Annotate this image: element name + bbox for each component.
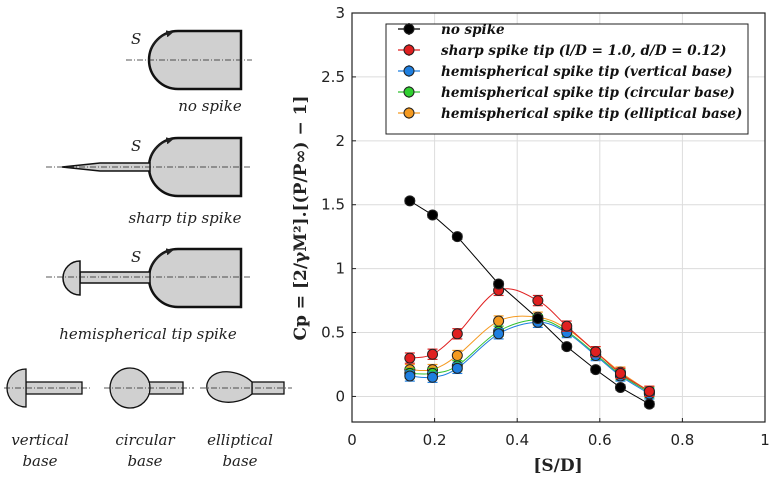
legend-label: hemispherical spike tip (circular base): [441, 85, 735, 101]
series-curve: [409, 288, 650, 392]
data-point: [427, 209, 439, 221]
data-point: [493, 315, 505, 327]
fit-curves: [409, 200, 650, 405]
schematic-hemi-spike: S hemispherical tip spike: [46, 247, 252, 343]
y-tick-label: 0.5: [321, 324, 345, 342]
legend-label: no spike: [441, 22, 505, 38]
y-tick-label: 1.5: [321, 196, 345, 214]
y-tick-label: 1: [335, 260, 345, 278]
y-tick-label: 0: [335, 387, 345, 405]
plot-frame: [351, 12, 766, 423]
data-point: [404, 352, 416, 364]
legend: no spike sharp spike tip (l/D = 1.0, d/D …: [385, 22, 749, 135]
data-points: [404, 195, 655, 410]
x-tick-label: 0.2: [423, 431, 447, 449]
data-point: [404, 195, 416, 207]
caption-elliptical-base: base: [222, 452, 257, 470]
x-tick-label: 0.8: [670, 431, 694, 449]
y-tick-label: 3: [335, 4, 345, 22]
arc-arrow: [149, 30, 174, 51]
blunt-body-shape: [147, 247, 243, 309]
arc-arrow: [149, 137, 174, 158]
caption-elliptical: elliptical: [207, 431, 273, 449]
legend-box: [385, 23, 749, 135]
data-point: [451, 362, 463, 374]
data-point: [590, 364, 602, 376]
s-label: S: [131, 137, 141, 155]
caption-vertical: vertical: [11, 431, 69, 449]
data-point: [427, 348, 439, 360]
schematic-circular-base: circular base: [104, 367, 194, 470]
caption-circular: circular: [115, 431, 175, 449]
y-tick-label: 2: [335, 132, 345, 150]
schematic-no-spike: S no spike: [126, 29, 252, 115]
caption-vertical-base: base: [22, 452, 57, 470]
schematic-sharp-spike: S sharp tip spike: [46, 136, 252, 227]
data-point: [451, 231, 463, 243]
legend-swatch-marker: [403, 107, 415, 119]
data-point: [643, 385, 655, 397]
data-point: [614, 367, 626, 379]
y-tick-label: 2.5: [321, 68, 345, 86]
s-label: S: [131, 248, 141, 266]
data-point: [614, 381, 626, 393]
data-point: [404, 370, 416, 382]
caption-circular-base: base: [127, 452, 162, 470]
caption-hemi-spike: hemispherical tip spike: [59, 325, 237, 343]
spike-rod: [79, 271, 151, 284]
series-curve: [409, 319, 650, 394]
y-tick-labels: 0 0.5 1 1.5 2 2.5 3: [321, 4, 356, 405]
legend-label: hemispherical spike tip (elliptical base…: [441, 106, 742, 122]
hemispherical-tip: [62, 260, 81, 296]
data-point: [532, 295, 544, 307]
legend-swatch-marker: [403, 65, 415, 77]
x-tick-label: 1: [760, 431, 770, 449]
series-curve: [409, 315, 650, 392]
data-point: [561, 320, 573, 332]
series-curve: [409, 321, 650, 395]
legend-swatch-marker: [403, 44, 415, 56]
schematic-elliptical-base: elliptical base: [200, 371, 292, 470]
cp-chart: 0 0.2 0.4 0.6 0.8 1 0 0.5 1 1.5 2 2.5 3 [S/D] Cp = …: [291, 4, 770, 476]
caption-sharp-spike: sharp tip spike: [128, 209, 241, 227]
y-axis-label: Cp = [2/γM²].[(P/P∞) − 1]: [291, 95, 311, 340]
x-tick-label: 0.6: [588, 431, 612, 449]
legend-swatch-marker: [403, 86, 415, 98]
data-point: [590, 346, 602, 358]
data-point: [427, 371, 439, 383]
arc-arrow: [149, 248, 174, 269]
data-point: [493, 328, 505, 340]
series-line-no-spike: [409, 200, 650, 405]
data-point: [493, 278, 505, 290]
data-point: [451, 328, 463, 340]
s-label: S: [131, 30, 141, 48]
legend-swatch-marker: [403, 23, 415, 35]
data-point: [643, 398, 655, 410]
schematic-panel: S no spike S sharp tip spike S hemispher…: [4, 29, 292, 470]
data-point: [532, 312, 544, 324]
data-point: [561, 341, 573, 353]
legend-label: sharp spike tip (l/D = 1.0, d/D = 0.12): [441, 43, 727, 59]
data-point: [451, 350, 463, 362]
legend-label: hemispherical spike tip (vertical base): [441, 64, 732, 80]
x-tick-label: 0.4: [505, 431, 529, 449]
caption-no-spike: no spike: [178, 97, 242, 115]
x-tick-labels: 0 0.2 0.4 0.6 0.8 1: [347, 418, 770, 449]
x-axis-label: [S/D]: [533, 456, 582, 476]
schematic-vertical-base: vertical base: [4, 368, 92, 470]
x-tick-label: 0: [347, 431, 357, 449]
